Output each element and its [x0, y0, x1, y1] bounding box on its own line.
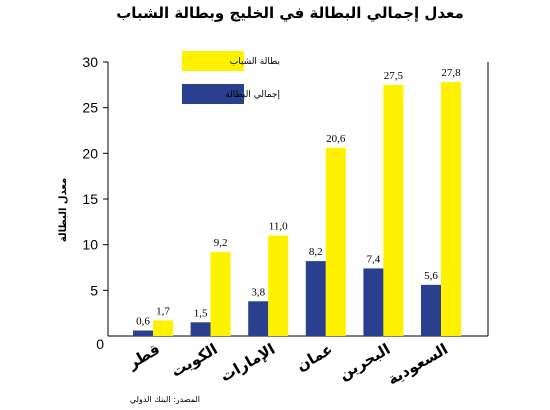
bar-total-unemployment	[248, 301, 269, 336]
legend-label-youth: بطالة الشباب	[230, 57, 280, 67]
bar-total-unemployment	[421, 284, 441, 336]
legend-label-total: إجمالي البطالة	[225, 90, 280, 100]
bars: 0,6 1,7 قطر 1,5 9,2 الكويت 3,8 11,0 الإمارات 8,2 2…	[124, 67, 461, 389]
bar-total-unemployment	[305, 261, 326, 336]
value-label-youth: 27,8	[441, 67, 461, 79]
bar-youth-unemployment	[325, 147, 346, 336]
y-tick-label: 0	[96, 336, 104, 352]
y-tick-label: 10	[82, 237, 98, 253]
bar-youth-unemployment	[153, 320, 173, 336]
legend-swatch-total	[182, 84, 244, 104]
y-tick-label: 15	[82, 191, 98, 207]
value-label-youth: 1,7	[156, 305, 170, 317]
value-label-youth: 11,0	[269, 221, 288, 233]
value-label-total: 1,5	[194, 307, 208, 319]
value-label-total: 3,8	[251, 286, 265, 298]
legend: بطالة الشباب إجمالي البطالة	[182, 51, 280, 104]
value-label-total: 8,2	[309, 246, 323, 258]
value-label-youth: 27,5	[384, 70, 404, 82]
category-label: قطر	[124, 340, 163, 373]
category-label: عمان	[293, 340, 336, 375]
y-tick-label: 30	[82, 54, 98, 70]
bar-total-unemployment	[133, 330, 153, 336]
value-label-total: 0,6	[136, 316, 150, 328]
bar-youth-unemployment	[383, 84, 404, 336]
y-tick-label: 25	[82, 100, 98, 116]
value-label-total: 5,6	[424, 270, 438, 282]
bar-total-unemployment	[190, 322, 211, 336]
bar-youth-unemployment	[210, 251, 231, 336]
value-label-youth: 9,2	[214, 237, 228, 249]
category-label: الإمارات	[217, 340, 278, 386]
category-label: البحرين	[336, 340, 394, 384]
source-note: المصدر: البنك الدولي	[130, 395, 200, 404]
value-label-total: 7,4	[367, 253, 381, 265]
bar-total-unemployment	[363, 268, 384, 336]
category-label: الكويت	[168, 340, 221, 381]
y-tick-label: 20	[82, 145, 98, 161]
value-label-youth: 20,6	[326, 133, 346, 145]
category-label: السعودية	[385, 340, 451, 389]
bar-youth-unemployment	[268, 235, 289, 336]
bar-youth-unemployment	[441, 82, 461, 337]
chart-title: معدل إجمالي البطالة في الخليج وبطالة الش…	[116, 4, 464, 22]
y-axis-label: معدل البطالة	[58, 178, 69, 242]
legend-swatch-youth	[182, 51, 244, 71]
y-tick-label: 5	[90, 282, 98, 298]
